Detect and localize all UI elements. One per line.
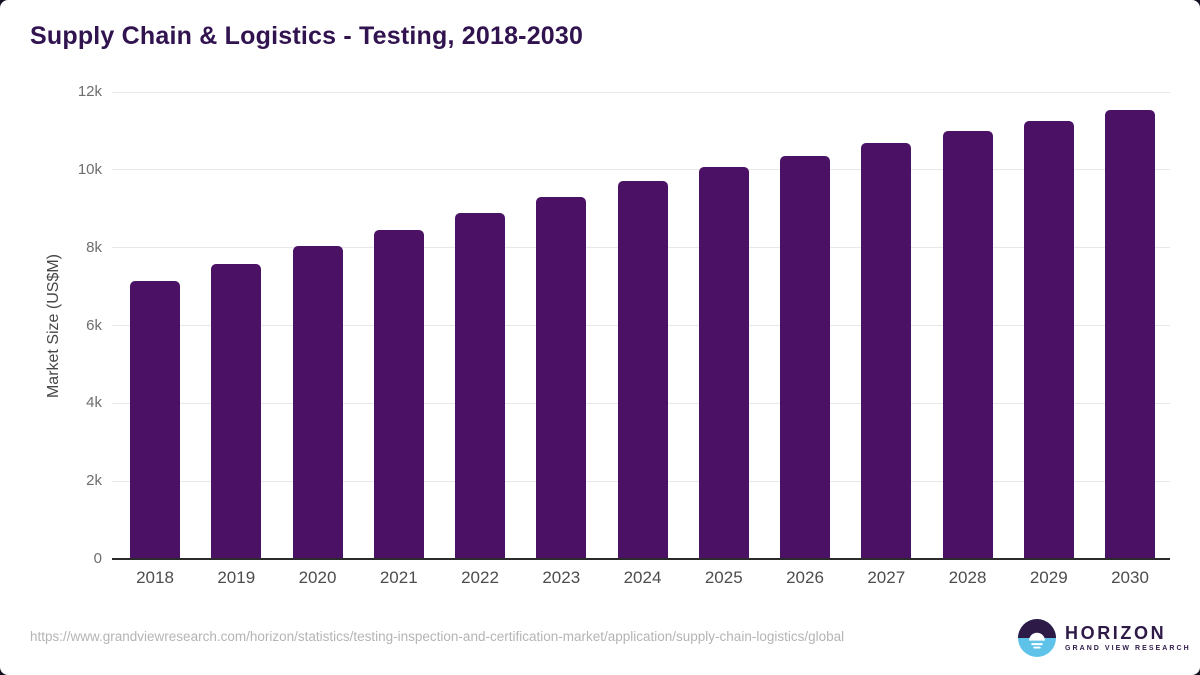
x-tick-label-2030: 2030	[1111, 568, 1149, 587]
x-tick-label-2023: 2023	[542, 568, 581, 587]
x-tick-label-2022: 2022	[461, 568, 499, 587]
x-tick-label-2021: 2021	[379, 568, 418, 587]
y-tick-label-10k: 10k	[77, 160, 102, 178]
x-tick-label-2026: 2026	[786, 568, 824, 587]
gridline-10k	[112, 169, 1170, 171]
y-tick-label-6k: 6k	[86, 316, 102, 334]
x-tick-label-2028: 2028	[948, 568, 987, 587]
y-tick-label-0: 0	[93, 550, 102, 567]
brand-text: HORIZON GRAND VIEW RESEARCH	[1065, 624, 1191, 652]
bar-2020[interactable]	[292, 246, 343, 559]
x-axis-line	[112, 558, 1170, 560]
brand-name: HORIZON	[1065, 623, 1167, 643]
bar-2024[interactable]	[617, 180, 668, 559]
bar-2022[interactable]	[455, 212, 505, 559]
x-tick-label-2019: 2019	[217, 568, 256, 587]
x-tick-label-2024: 2024	[623, 568, 662, 587]
chart-title: Supply Chain & Logistics - Testing, 2018…	[30, 22, 584, 50]
x-tick-label-2029: 2029	[1029, 568, 1068, 587]
y-tick-label-4k: 4k	[86, 394, 102, 412]
bar-2019[interactable]	[211, 264, 262, 559]
x-tick-label-2027: 2027	[867, 568, 906, 587]
gridline-12k	[112, 91, 1170, 93]
bar-2021[interactable]	[373, 230, 424, 559]
bar-2027[interactable]	[861, 142, 912, 559]
y-tick-label-2k: 2k	[86, 472, 102, 490]
source-url[interactable]: https://www.grandviewresearch.com/horizo…	[30, 629, 845, 644]
y-tick-label-8k: 8k	[86, 238, 102, 256]
x-tick-label-2018: 2018	[136, 568, 174, 587]
horizon-sun-icon	[1018, 619, 1056, 657]
bar-2029[interactable]	[1023, 120, 1074, 559]
bar-2030[interactable]	[1105, 109, 1155, 559]
x-tick-label-2020: 2020	[298, 568, 337, 587]
x-tick-label-2025: 2025	[704, 568, 743, 587]
brand-logo[interactable]: HORIZON GRAND VIEW RESEARCH	[1018, 619, 1191, 657]
bar-2028[interactable]	[942, 131, 993, 559]
bar-2018[interactable]	[130, 280, 180, 559]
bar-2023[interactable]	[536, 196, 587, 559]
brand-subtitle: GRAND VIEW RESEARCH	[1065, 645, 1191, 652]
bar-2026[interactable]	[780, 155, 830, 559]
y-tick-label-12k: 12k	[77, 83, 102, 100]
bar-2025[interactable]	[698, 167, 749, 559]
